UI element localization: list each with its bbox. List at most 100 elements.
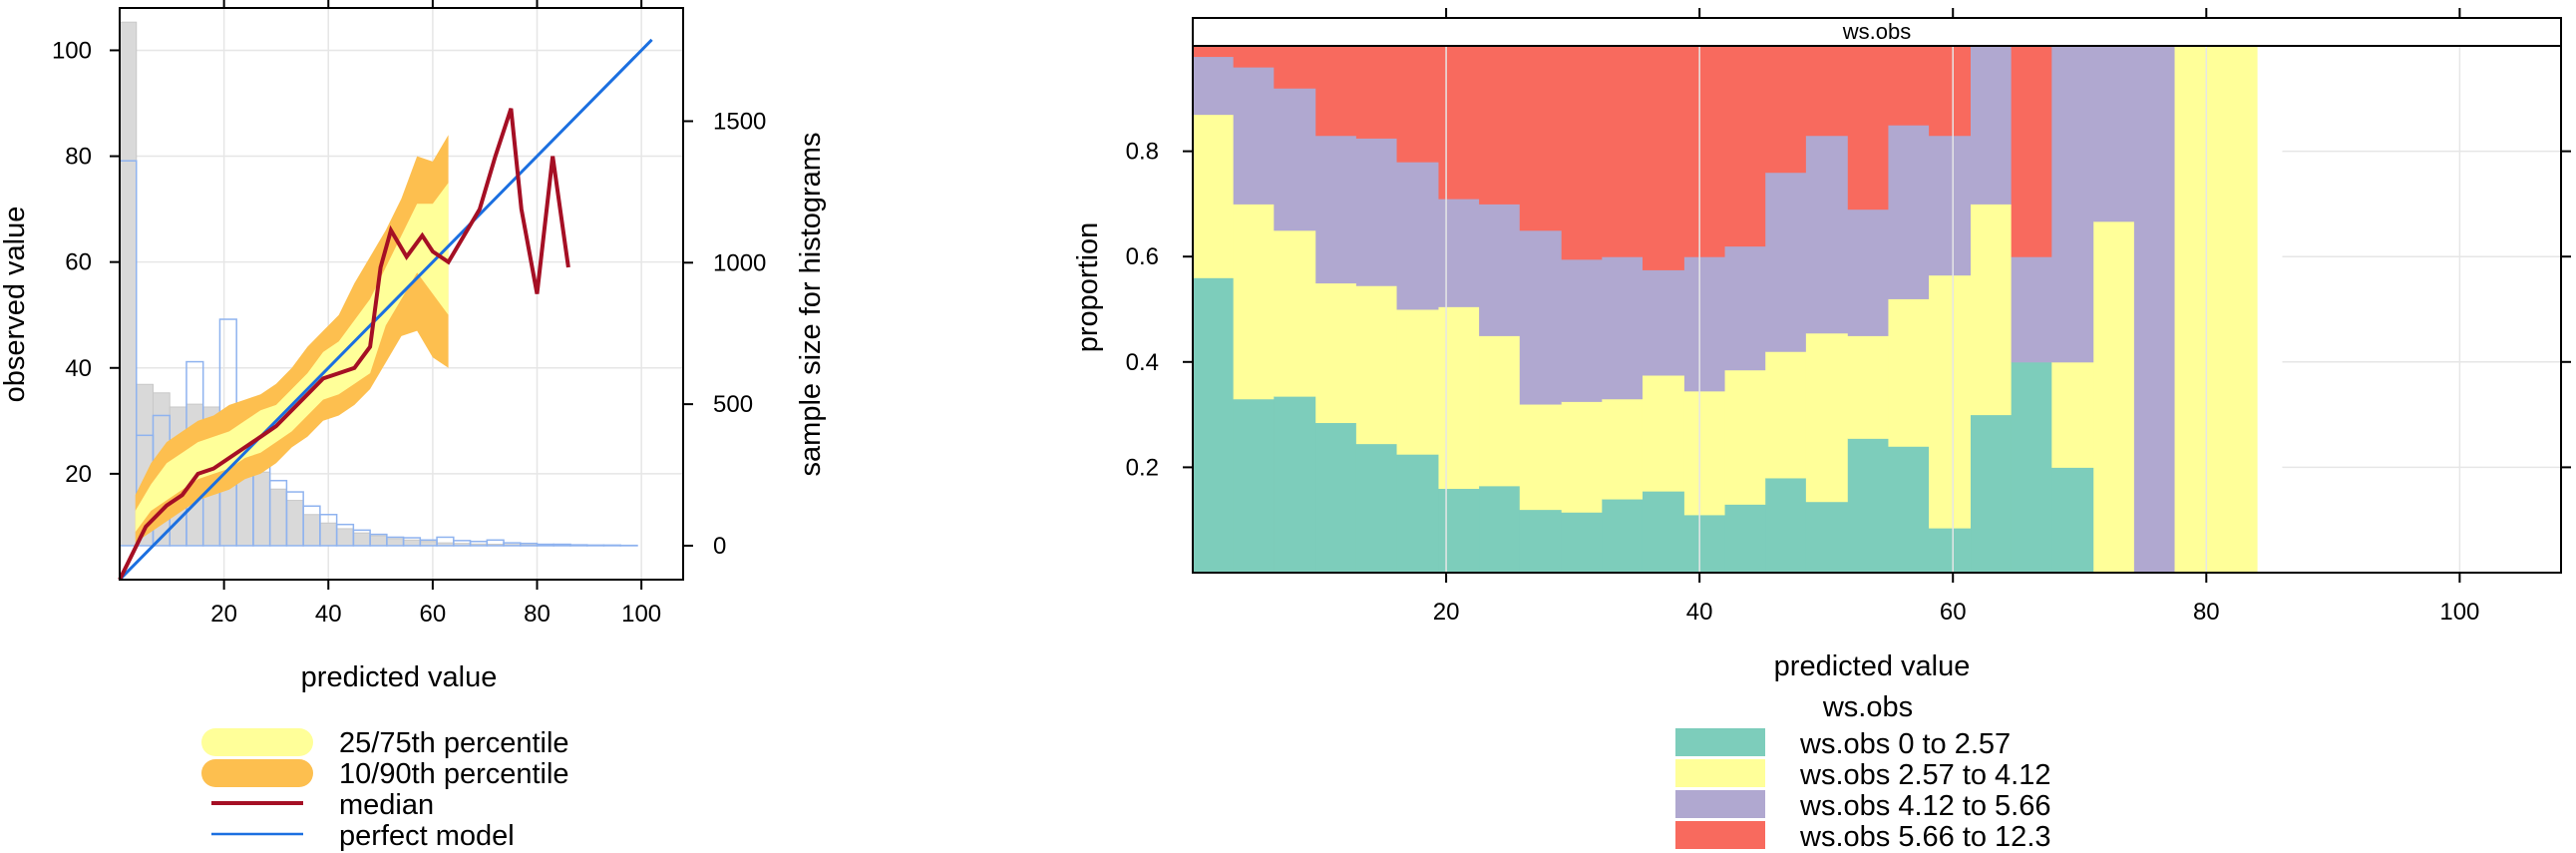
proportion-bar-segment [1355, 46, 1398, 139]
right-plot-frame [1192, 45, 2562, 574]
median-line [118, 108, 570, 581]
left-legend: 25/75th percentile 10/90th percentile me… [201, 727, 569, 852]
right-y-axis-ticks: 0.2 0.4 0.6 0.8 [1126, 139, 2571, 481]
legend-item-perfect-model: perfect model [211, 820, 515, 852]
legend-swatch-ws-bin-2 [1675, 759, 1765, 787]
legend-label-p25-75: 25/75th percentile [339, 727, 569, 759]
legend-item-median: median [211, 789, 434, 821]
proportion-bar-segment [1724, 245, 1766, 371]
histogram-observed-bar [285, 500, 304, 547]
proportion-bar-segment [1274, 88, 1316, 231]
legend-swatch-p10-90 [201, 759, 313, 787]
left-y-axis-ticks: 20 40 60 80 100 [52, 37, 120, 488]
left-y-tick-label: 40 [65, 355, 92, 382]
right-x-tick-label: 80 [2193, 599, 2220, 626]
proportion-bar-segment [1193, 277, 1235, 574]
proportion-bar-segment [1396, 454, 1439, 574]
proportion-bar-segment [1438, 488, 1480, 574]
proportion-bar-segment [1724, 369, 1766, 505]
proportion-bar-segment [1519, 509, 1563, 574]
legend-swatch-ws-bin-3 [1675, 790, 1765, 818]
proportion-bar-segment [1683, 514, 1726, 574]
proportion-bar-segment [1315, 135, 1357, 284]
left-y-tick-label: 80 [65, 144, 92, 171]
left-y-tick-label: 60 [65, 249, 92, 276]
right-gridlines [1445, 46, 2561, 573]
proportion-bar-segment [1888, 446, 1930, 574]
proportion-bar-segment [1315, 46, 1357, 137]
right-x-tick-label: 20 [1433, 599, 1460, 626]
proportion-bar-segment [1642, 269, 1685, 376]
proportion-bar-segment [1805, 332, 1849, 503]
histogram-observed-bar [302, 514, 321, 547]
left-y2-tick-label: 1000 [713, 249, 766, 276]
proportion-bar-segment [1847, 209, 1889, 336]
left-x-tick-label: 40 [315, 601, 342, 628]
proportion-bar-segment [1724, 46, 1766, 247]
left-x-tick-label: 20 [210, 601, 237, 628]
proportion-bar-segment [1765, 172, 1807, 352]
proportion-bar-segment [1396, 46, 1439, 163]
histogram-predicted-bar [536, 543, 555, 547]
proportion-bar-segment [2133, 46, 2176, 574]
legend-swatch-ws-bin-4 [1675, 821, 1765, 849]
legend-label-ws-bin-3: ws.obs 4.12 to 5.66 [1799, 790, 2051, 822]
proportion-bar-segment [1765, 351, 1807, 479]
proportion-bar-segment [1479, 485, 1521, 574]
left-y2-axis-ticks: 0 500 1000 1500 [683, 108, 766, 560]
proportion-bar-segment [1642, 491, 1685, 574]
legend-item-ws-bin-1: ws.obs 0 to 2.57 [1675, 728, 2011, 760]
legend-label-ws-bin-1: ws.obs 0 to 2.57 [1799, 728, 2011, 760]
proportion-bar-segment [1765, 477, 1807, 574]
proportion-bar-segment [1642, 375, 1685, 492]
histogram-predicted-bar [585, 544, 605, 547]
proportion-bar-segment [1479, 46, 1521, 205]
legend-title: ws.obs [1822, 691, 1913, 723]
proportion-bar-segment [1971, 204, 2013, 416]
strip-title: ws.obs [1842, 19, 1911, 44]
histogram-observed-bar [352, 532, 371, 547]
legend-label-ws-bin-2: ws.obs 2.57 to 4.12 [1799, 759, 2051, 791]
proportion-bar-segment [1765, 46, 1807, 174]
left-panel-conditional-quantiles: 20 40 60 80 100 20 40 60 80 100 0 500 1000 1500 pre… [0, 0, 827, 852]
left-y2-tick-label: 1500 [713, 108, 766, 135]
legend-label-median: median [339, 789, 434, 821]
proportion-bar-segment [1233, 204, 1275, 400]
left-y2-tick-label: 0 [713, 533, 726, 560]
proportion-bar-segment [2093, 220, 2135, 574]
proportion-bar-segment [1805, 46, 1849, 137]
proportion-bar-segment [1847, 46, 1889, 211]
legend-label-p10-90: 10/90th percentile [339, 758, 569, 790]
histogram-observed-bar [336, 528, 354, 547]
right-y-tick-label: 0.4 [1126, 349, 1159, 376]
proportion-bar-segment [1888, 46, 1930, 126]
histogram-observed-bar [269, 488, 287, 547]
proportion-bar-segment [2051, 46, 2094, 363]
band-25-75-percentile [135, 183, 449, 533]
proportion-bar-segment [1724, 504, 1766, 574]
left-y-tick-label: 100 [52, 37, 92, 64]
perfect-model-line [118, 38, 653, 582]
proportion-bar-segment [1929, 528, 1972, 574]
proportion-bar-segment [1929, 135, 1972, 276]
legend-item-ws-bin-2: ws.obs 2.57 to 4.12 [1675, 759, 2051, 791]
proportion-bar-segment [1233, 398, 1275, 574]
legend-item-p25-75: 25/75th percentile [201, 727, 569, 759]
legend-swatch-p25-75 [201, 728, 313, 756]
histogram-observed-bar [119, 21, 138, 547]
proportion-bar-segment [1519, 229, 1563, 405]
left-x-axis-ticks: 20 40 60 80 100 [210, 0, 661, 628]
legend-item-p10-90: 10/90th percentile [201, 758, 569, 790]
histogram-predicted-bar [569, 544, 588, 547]
proportion-bar-segment [1929, 46, 1972, 137]
proportion-bar-segment [2011, 256, 2052, 363]
proportion-bar-segment [1438, 306, 1480, 490]
strip-header [1192, 17, 2562, 47]
proportion-bar-segment [1805, 501, 1849, 574]
right-x-tick-label: 100 [2439, 599, 2479, 626]
stacked-proportion-bars [1193, 46, 2258, 574]
proportion-bar-segment [2093, 46, 2135, 222]
proportion-bar-segment [1233, 67, 1275, 205]
proportion-bar-segment [1233, 46, 1275, 68]
